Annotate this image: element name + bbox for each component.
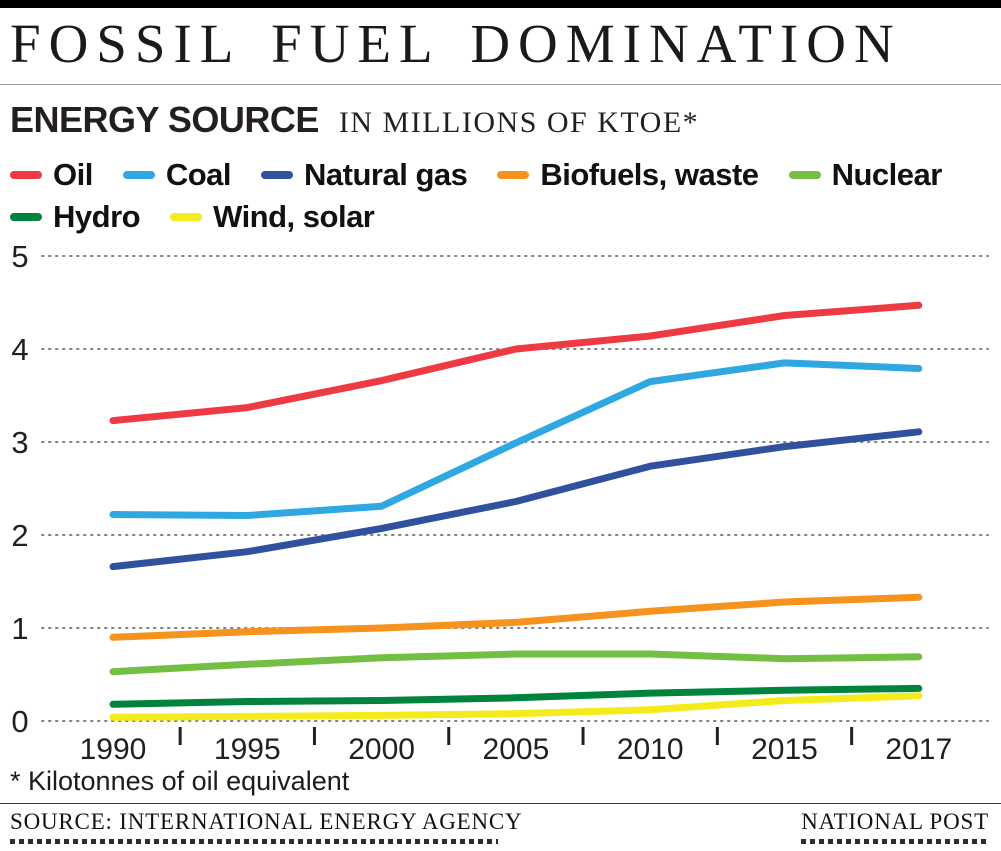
legend-swatch-hydro [10,213,42,221]
legend-label: Hydro [53,199,141,234]
legend-item-natural-gas: Natural gas [261,157,468,193]
series-line-oil [109,301,923,425]
series-line-nuclear [109,650,923,676]
legend-label: Nuclear [831,157,943,192]
series-line-wind-solar [109,692,923,721]
legend-swatch-coal [122,171,155,179]
legend-item-coal: Coal [122,157,232,193]
legend-item-oil: Oil [10,157,93,193]
series-line-hydro [109,684,923,708]
legend-item-biofuels-waste: Biofuels, waste [497,157,759,193]
legend-label: Wind, solar [213,199,375,234]
y-tick-label-4: 4 [11,332,28,367]
legend-swatch-biofuels-waste [497,171,530,179]
y-tick-label-5: 5 [11,241,28,274]
line-chart: 0 1 2 3 4 5 1990 1995 2000 2005 2010 2015 2017 [0,241,1001,766]
legend-item-nuclear: Nuclear [788,157,943,193]
top-black-bar [0,0,1001,8]
x-tick-label-2000: 2000 [348,733,415,766]
chart-canvas: 0 1 2 3 4 5 1990 1995 2000 2005 2010 2015 2017 [11,241,989,766]
series-line-coal [109,359,923,519]
source-row: SOURCE: INTERNATIONAL ENERGY AGENCY NATI… [0,809,1001,835]
y-tick-label-1: 1 [11,611,28,646]
series-line-natural-gas [109,428,923,571]
clipped-text-left [10,839,498,844]
legend-label: Coal [165,157,232,192]
legend-swatch-wind-solar [170,213,203,221]
legend-swatch-natural-gas [261,171,294,179]
legend-label: Oil [53,157,93,192]
y-tick-label-3: 3 [11,425,28,460]
header: FOSSIL FUEL DOMINATION [0,8,1001,85]
legend-swatch-nuclear [788,171,821,179]
clipped-text-right [801,839,989,844]
legend-row: Oil Coal Natural gas Biofuels, waste Nuclear [10,157,989,193]
x-tick-label-2015: 2015 [751,733,818,766]
chart-title: ENERGY SOURCE [10,99,319,140]
x-tick-label-1995: 1995 [214,733,281,766]
x-tick-label-2010: 2010 [617,733,684,766]
legend-row: Hydro Wind, solar [10,199,989,235]
legend-label: Natural gas [304,157,468,192]
source-label: SOURCE: INTERNATIONAL ENERGY AGENCY [10,809,523,834]
footnote: * Kilotonnes of oil equivalent [10,766,350,796]
y-tick-label-0: 0 [11,704,28,739]
footer-divider [0,803,1001,804]
page-title: FOSSIL FUEL DOMINATION [10,13,902,74]
credit-label: NATIONAL POST [801,809,989,834]
chart-subtitle: ENERGY SOURCE IN MILLIONS OF KTOE* [0,99,1001,141]
legend-swatch-oil [10,171,42,179]
x-tick-label-2017: 2017 [885,733,952,766]
legend-item-wind-solar: Wind, solar [170,199,375,235]
legend-label: Biofuels, waste [540,157,759,192]
clipped-text-row [0,839,1001,844]
series-line-biofuels-waste [109,593,923,641]
y-tick-label-2: 2 [11,518,28,553]
chart-units-label: IN MILLIONS OF KTOE* [338,106,700,139]
chart-legend: Oil Coal Natural gas Biofuels, waste Nuclear… [0,157,1001,235]
x-tick-label-2005: 2005 [483,733,550,766]
x-tick-label-1990: 1990 [80,733,147,766]
legend-item-hydro: Hydro [10,199,141,235]
